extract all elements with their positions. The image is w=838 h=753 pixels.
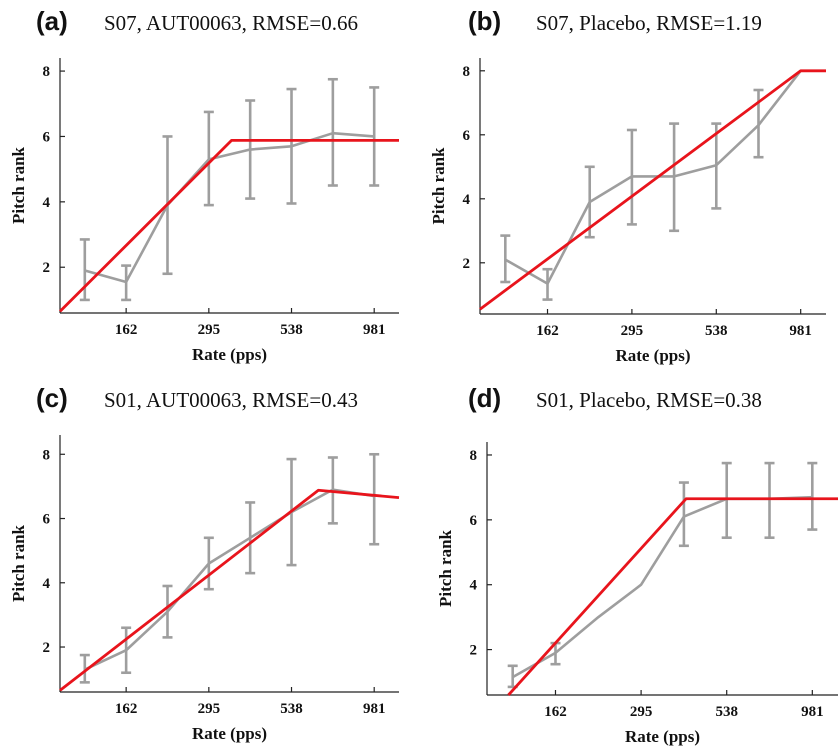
fit-line	[507, 497, 838, 696]
x-tick-label: 538	[705, 323, 728, 339]
x-tick-label: 981	[363, 322, 386, 338]
chart-title: S01, Placebo, RMSE=0.38	[536, 388, 762, 412]
fit-line	[59, 488, 400, 692]
chart-title: S07, AUT00063, RMSE=0.66	[104, 11, 358, 35]
fit-line	[59, 138, 399, 313]
chart-svg: (d) S01, Placebo, RMSE=0.38 2 4 6 8 162 295 538 9…	[436, 383, 838, 746]
x-tick-label: 295	[630, 704, 653, 720]
x-tick-label: 295	[198, 701, 221, 717]
data-series-line	[84, 488, 375, 671]
y-tick-label: 8	[43, 447, 51, 463]
chart-svg: (a) S07, AUT00063, RMSE=0.66 2 4 6 8 162 295 538…	[9, 6, 399, 364]
x-tick-label: 162	[115, 322, 138, 338]
x-tick-label: 538	[280, 322, 303, 338]
chart-title: S07, Placebo, RMSE=1.19	[536, 11, 762, 35]
y-axis-label: Pitch rank	[9, 146, 28, 224]
y-tick-label: 6	[463, 128, 471, 144]
x-tick-label: 981	[801, 704, 824, 720]
y-tick-label: 8	[463, 64, 471, 80]
y-tick-label: 8	[43, 64, 51, 80]
y-tick-label: 2	[43, 260, 51, 276]
y-tick-label: 6	[43, 129, 51, 145]
x-axis-label: Rate (pps)	[192, 724, 267, 743]
panel-d: (d) S01, Placebo, RMSE=0.38 2 4 6 8 162 295 538 9…	[419, 377, 838, 753]
y-axis-label: Pitch rank	[436, 529, 455, 607]
panel-letter: (d)	[468, 383, 501, 413]
chart-title: S01, AUT00063, RMSE=0.43	[104, 388, 358, 412]
chart-svg: (c) S01, AUT00063, RMSE=0.43 2 4 6 8 162 295 538…	[9, 383, 400, 743]
x-tick-label: 162	[544, 704, 567, 720]
y-tick-label: 8	[470, 448, 478, 464]
panel-c: (c) S01, AUT00063, RMSE=0.43 2 4 6 8 162 295 538…	[0, 377, 419, 753]
data-series-line	[504, 70, 802, 285]
y-tick-label: 4	[470, 578, 478, 594]
y-tick-label: 4	[43, 195, 51, 211]
x-axis-label: Rate (pps)	[615, 346, 690, 365]
x-tick-label: 162	[115, 701, 138, 717]
panel-letter: (a)	[36, 6, 68, 36]
x-axis-label: Rate (pps)	[625, 727, 700, 746]
panel-letter: (c)	[36, 383, 68, 413]
y-tick-label: 6	[43, 512, 51, 528]
y-axis-label: Pitch rank	[429, 147, 448, 225]
x-axis-label: Rate (pps)	[192, 345, 267, 364]
x-tick-label: 981	[363, 701, 386, 717]
x-tick-label: 538	[715, 704, 738, 720]
x-tick-label: 295	[198, 322, 221, 338]
chart-svg: (b) S07, Placebo, RMSE=1.19 2 4 6 8 162 295 538 9…	[429, 6, 826, 365]
x-tick-label: 295	[621, 323, 644, 339]
y-tick-label: 2	[470, 643, 478, 659]
y-tick-label: 2	[43, 640, 51, 656]
panel-letter: (b)	[468, 6, 501, 36]
y-tick-label: 4	[43, 576, 51, 592]
y-tick-label: 2	[463, 256, 471, 272]
y-tick-label: 6	[470, 513, 478, 529]
fit-line	[479, 69, 826, 311]
x-tick-label: 162	[536, 323, 559, 339]
y-axis-label: Pitch rank	[9, 524, 28, 602]
panel-b: (b) S07, Placebo, RMSE=1.19 2 4 6 8 162 295 538 9…	[419, 0, 838, 376]
x-tick-label: 981	[789, 323, 812, 339]
x-tick-label: 538	[280, 701, 303, 717]
y-tick-label: 4	[463, 192, 471, 208]
data-series-line	[84, 131, 375, 284]
panel-a: (a) S07, AUT00063, RMSE=0.66 2 4 6 8 162 295 538…	[0, 0, 419, 376]
